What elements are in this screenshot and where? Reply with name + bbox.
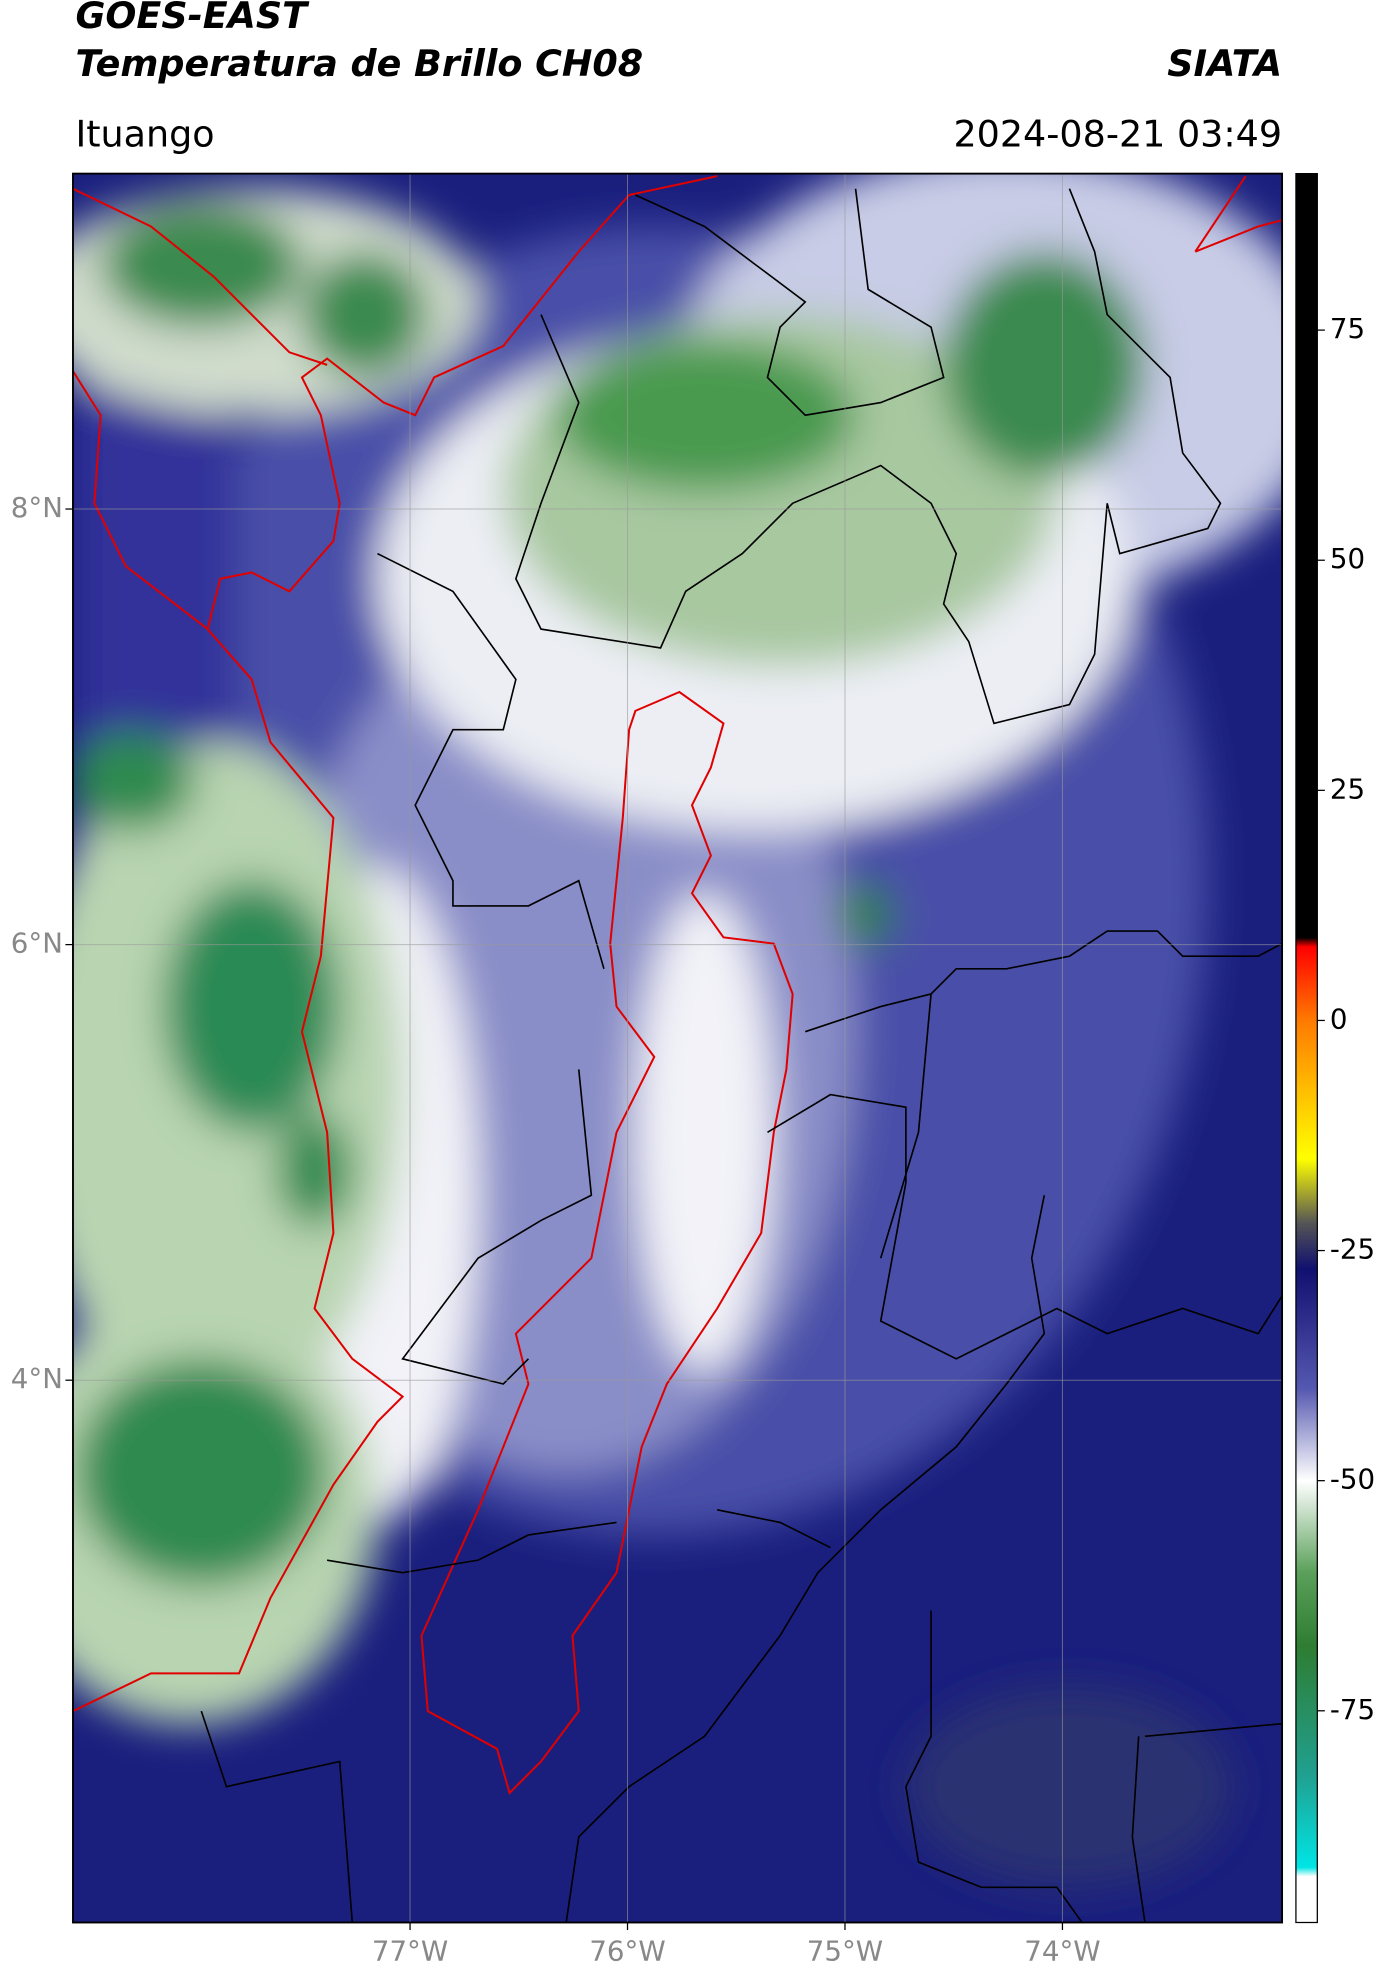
x-tick-label: 74°W — [1024, 1935, 1100, 1968]
x-tick-label: 76°W — [589, 1935, 665, 1968]
colorbar-tick-label: -75 — [1330, 1693, 1375, 1726]
datetime: 2024-08-21 03:49 — [953, 112, 1282, 155]
colorbar — [1295, 172, 1318, 1924]
x-tick-label: 75°W — [807, 1935, 883, 1968]
y-tick-label: 4°N — [11, 1362, 63, 1395]
colorbar-tick-label: 50 — [1330, 542, 1365, 575]
map-image — [72, 173, 1283, 1923]
y-tick-label: 8°N — [11, 491, 63, 524]
title: GOES-EAST — [75, 0, 310, 37]
map-frame — [72, 172, 1284, 1924]
colorbar-tick-label: -50 — [1330, 1463, 1375, 1496]
colorbar-tick-label: 75 — [1330, 312, 1365, 345]
source: SIATA — [1167, 42, 1282, 85]
y-tick-label: 6°N — [11, 927, 63, 960]
location: Ituango — [75, 112, 214, 155]
x-tick-label: 77°W — [372, 1935, 448, 1968]
grid — [72, 173, 1283, 1923]
colorbar-tick-label: -25 — [1330, 1233, 1375, 1266]
colorbar-tick-label: 25 — [1330, 772, 1365, 805]
subtitle: Temperatura de Brillo CH08 — [75, 42, 643, 85]
colorbar-tick-label: 0 — [1330, 1002, 1348, 1035]
